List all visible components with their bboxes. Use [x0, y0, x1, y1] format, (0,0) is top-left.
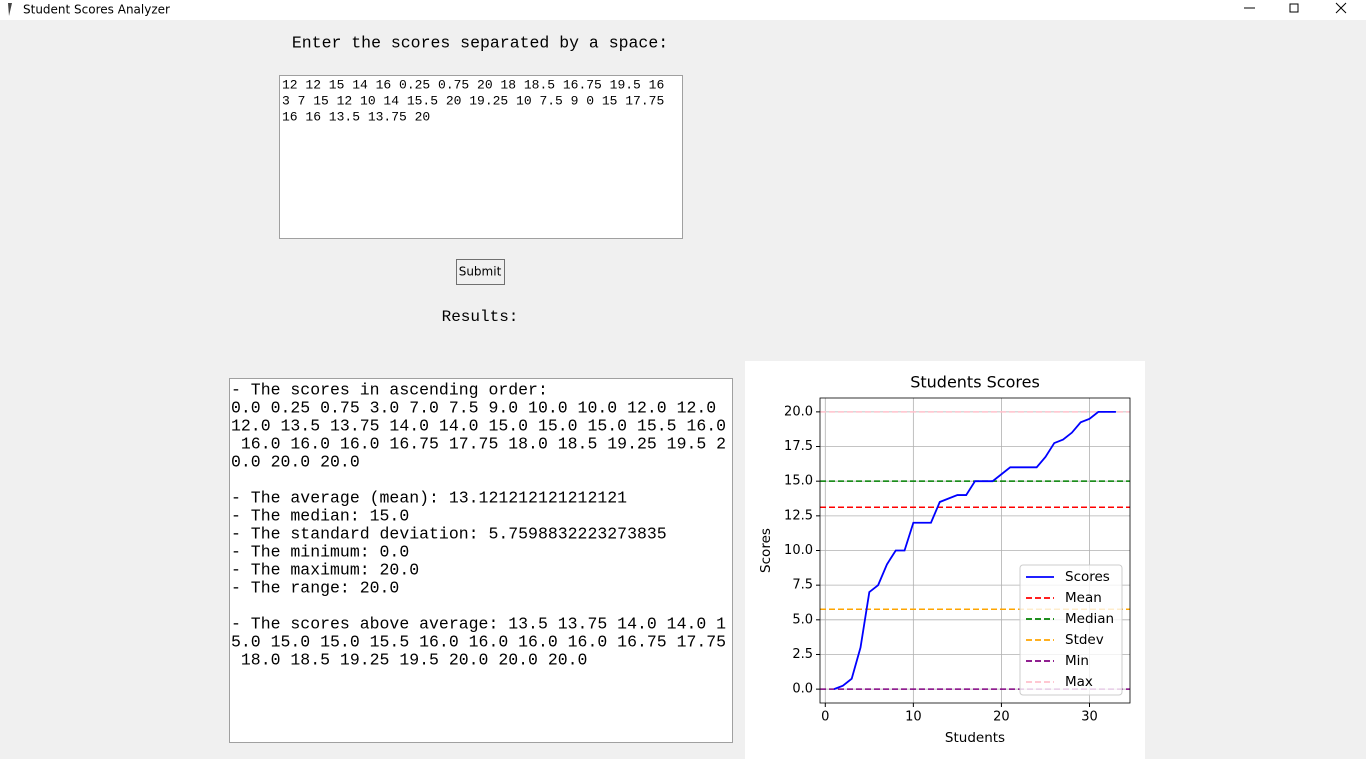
app-icon: [8, 3, 12, 16]
results-box: [229, 378, 733, 743]
x-axis-label: Students: [945, 730, 1005, 746]
y-tick-label: 15.0: [784, 474, 813, 489]
result-line: 0.0 0.25 0.75 3.0 7.0 7.5 9.0 10.0 10.0 …: [231, 398, 716, 417]
result-line: - The standard deviation: 5.759883222327…: [231, 524, 667, 543]
legend-label: Mean: [1065, 590, 1102, 606]
scores-input[interactable]: [279, 75, 683, 239]
chart-title: Students Scores: [910, 373, 1040, 392]
restore-button[interactable]: [1289, 3, 1299, 13]
result-line: 18.0 18.5 19.25 19.5 20.0 20.0 20.0: [231, 650, 587, 669]
result-line: - The scores above average: 13.5 13.75 1…: [231, 614, 726, 633]
axes-frame: [819, 397, 1131, 704]
result-line: 0.0 20.0 20.0: [231, 452, 360, 471]
y-tick-label: 2.5: [792, 647, 813, 662]
input-line: 16 16 13.5 13.75 20: [282, 109, 430, 124]
result-line: - The maximum: 20.0: [231, 560, 419, 579]
result-line: 16.0 16.0 16.0 16.75 17.75 18.0 18.5 19.…: [231, 434, 726, 453]
result-line: - The median: 15.0: [231, 506, 409, 525]
score-line: [833, 410, 1116, 690]
x-tick-label: 30: [1081, 710, 1098, 725]
legend-label: Scores: [1065, 569, 1110, 585]
window-title: Student Scores Analyzer: [23, 3, 170, 17]
close-button[interactable]: [1335, 2, 1347, 14]
x-tick-label: 0: [821, 710, 829, 725]
legend-label: Min: [1065, 653, 1089, 669]
y-axis-label: Scores: [758, 528, 774, 573]
y-tick-label: 17.5: [784, 439, 813, 454]
x-tick-label: 10: [905, 710, 922, 725]
y-tick-label: 12.5: [784, 508, 813, 523]
result-line: 12.0 13.5 13.75 14.0 14.0 15.0 15.0 15.0…: [231, 416, 726, 435]
legend-label: Stdev: [1065, 632, 1104, 648]
x-tick-label: 20: [993, 710, 1010, 725]
prompt: Enter the scores separated by a space:: [292, 33, 668, 52]
result-line: - The scores in ascending order:: [231, 380, 548, 399]
input-line: 3 7 15 12 10 14 15.5 20 19.25 10 7.5 9 0…: [282, 93, 664, 108]
y-tick-label: 5.0: [792, 612, 813, 627]
y-tick-label: 20.0: [784, 404, 813, 419]
submit-button[interactable]: [456, 259, 505, 285]
legend-label: Median: [1065, 611, 1114, 627]
y-tick-label: 7.5: [792, 578, 813, 593]
result-line: - The minimum: 0.0: [231, 542, 409, 561]
input-line: 12 12 15 14 16 0.25 0.75 20 18 18.5 16.7…: [282, 77, 664, 92]
legend-label: Max: [1065, 674, 1093, 690]
result-line: - The average (mean): 13.121212121212121: [231, 488, 627, 507]
result-line: 5.0 15.0 15.0 15.5 16.0 16.0 16.0 16.0 1…: [231, 632, 726, 651]
y-tick-label: 0.0: [792, 682, 813, 697]
result-line: - The range: 20.0: [231, 578, 399, 597]
y-tick-label: 10.0: [784, 543, 813, 558]
title-bar: [0, 0, 1366, 20]
submit-label[interactable]: Submit: [459, 265, 502, 279]
results-label: Results:: [442, 308, 519, 326]
